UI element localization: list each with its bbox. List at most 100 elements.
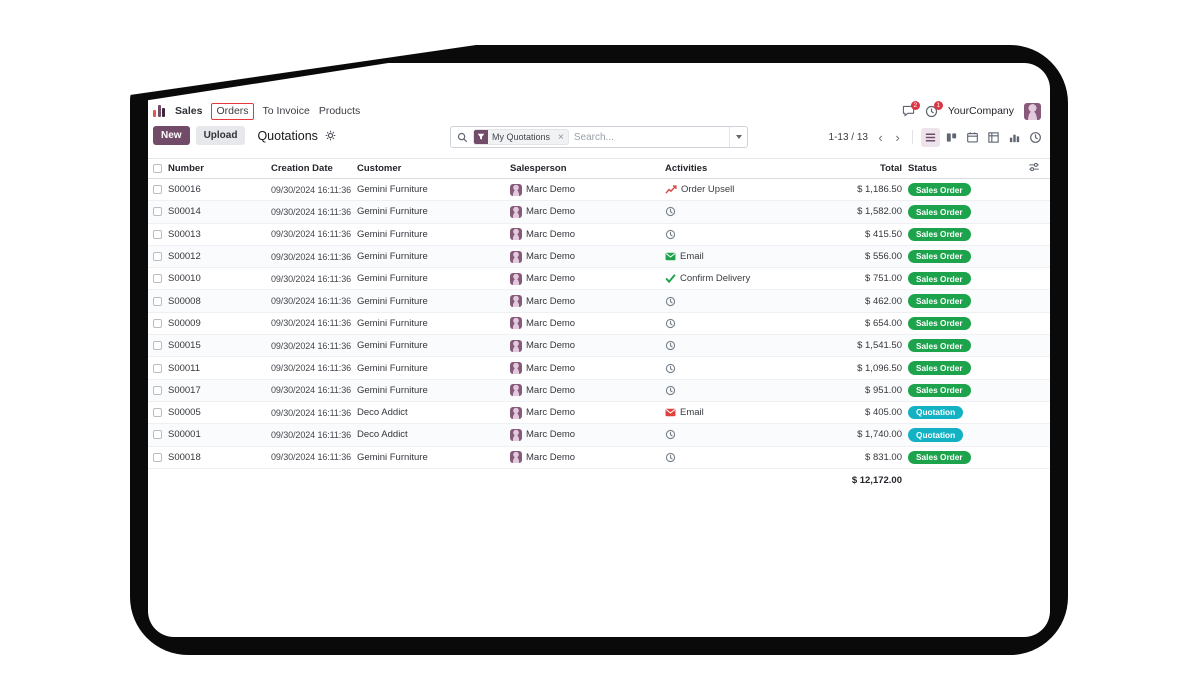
activity-cell[interactable] [665,318,838,329]
upload-button[interactable]: Upload [195,126,246,145]
row-checkbox[interactable] [153,296,162,306]
user-avatar[interactable] [1024,102,1041,120]
salesperson-name: Marc Demo [526,451,576,463]
table-row[interactable]: S00017 09/30/2024 16:11:36 Gemini Furnit… [148,379,1050,402]
col-activities[interactable]: Activities [665,163,708,174]
col-customer[interactable]: Customer [357,163,402,174]
creation-date: 09/30/2024 16:11:36 [271,452,352,463]
row-checkbox[interactable] [153,229,162,239]
col-total[interactable]: Total [880,163,902,174]
calendar-view-icon[interactable] [963,128,982,147]
table-row[interactable]: S00013 09/30/2024 16:11:36 Gemini Furnit… [148,223,1050,246]
order-number[interactable]: S00009 [168,317,201,329]
table-row[interactable]: S00005 09/30/2024 16:11:36 Deco Addict M… [148,401,1050,425]
activity-cell[interactable] [665,296,838,307]
col-salesperson[interactable]: Salesperson [510,163,567,174]
menu-sales[interactable]: Sales [175,105,203,117]
activity-cell[interactable]: Order Upsell [665,184,838,195]
order-number[interactable]: S00010 [168,273,201,285]
activity-view-icon[interactable] [1026,128,1045,147]
table-row[interactable]: S00018 09/30/2024 16:11:36 Gemini Furnit… [148,446,1050,469]
table-row[interactable]: S00012 09/30/2024 16:11:36 Gemini Furnit… [148,245,1050,269]
search-input[interactable]: Search... [573,131,614,143]
salesperson-name: Marc Demo [526,228,576,240]
activity-cell[interactable]: Email [665,407,838,418]
order-number[interactable]: S00012 [168,251,201,263]
search-bar[interactable]: My Quotations × Search... [450,126,748,148]
activity-cell[interactable] [665,340,838,351]
table-row[interactable]: S00014 09/30/2024 16:11:36 Gemini Furnit… [148,201,1050,224]
order-number[interactable]: S00001 [168,429,201,441]
activity-cell[interactable] [665,385,838,396]
table-row[interactable]: S00015 09/30/2024 16:11:36 Gemini Furnit… [148,335,1050,358]
salesperson-name: Marc Demo [526,273,576,285]
activity-cell[interactable]: Confirm Delivery [665,273,838,284]
col-status[interactable]: Status [908,163,938,174]
customer-name: Gemini Furniture [357,384,428,396]
col-creation-date[interactable]: Creation Date [271,163,333,174]
table-row[interactable]: S00009 09/30/2024 16:11:36 Gemini Furnit… [148,312,1050,336]
order-number[interactable]: S00005 [168,407,201,419]
pager-prev-icon[interactable]: ‹ [874,131,887,144]
order-number[interactable]: S00017 [168,384,201,396]
menu-products[interactable]: Products [318,105,361,117]
order-number[interactable]: S00008 [168,295,201,307]
row-checkbox[interactable] [153,363,162,373]
table-row[interactable]: S00016 09/30/2024 16:11:36 Gemini Furnit… [148,179,1050,202]
order-number[interactable]: S00018 [168,451,201,463]
list-view-icon[interactable] [921,127,940,147]
sales-app-icon[interactable] [153,105,166,117]
table-row[interactable]: S00001 09/30/2024 16:11:36 Deco Addict M… [148,424,1050,447]
row-checkbox[interactable] [153,207,162,217]
menu-to-invoice[interactable]: To Invoice [262,105,310,117]
activity-cell[interactable] [665,229,838,240]
row-checkbox[interactable] [153,430,162,440]
graph-view-icon[interactable] [1005,128,1024,147]
activity-cell[interactable] [665,363,838,374]
customer-name: Gemini Furniture [357,295,428,307]
creation-date: 09/30/2024 16:11:36 [271,385,352,396]
top-navbar: Sales Orders To Invoice Products 2 1 You… [153,99,1041,123]
select-all-checkbox[interactable] [153,163,162,173]
row-checkbox[interactable] [153,452,162,462]
pager-next-icon[interactable]: › [891,131,904,144]
salesperson-avatar [510,228,522,241]
company-name[interactable]: YourCompany [947,105,1014,117]
activity-cell[interactable]: Email [665,251,838,262]
favorites-gear-icon[interactable] [325,130,336,141]
order-number[interactable]: S00013 [168,228,201,240]
row-checkbox[interactable] [153,385,162,395]
table-body: S00016 09/30/2024 16:11:36 Gemini Furnit… [148,179,1050,469]
table-row[interactable]: S00011 09/30/2024 16:11:36 Gemini Furnit… [148,357,1050,380]
search-facet[interactable]: My Quotations × [473,129,569,145]
order-number[interactable]: S00011 [168,362,201,374]
row-checkbox[interactable] [153,408,162,418]
menu-orders[interactable]: Orders [211,102,254,120]
kanban-view-icon[interactable] [942,128,961,147]
search-dropdown-icon[interactable] [729,127,747,147]
order-number[interactable]: S00015 [168,340,201,352]
pivot-view-icon[interactable] [984,128,1003,147]
salesperson-name: Marc Demo [526,317,576,329]
row-checkbox[interactable] [153,341,162,351]
row-checkbox[interactable] [153,318,162,328]
new-button[interactable]: New [153,126,190,145]
facet-remove-icon[interactable]: × [558,131,564,143]
order-number[interactable]: S00014 [168,206,201,218]
adjust-columns-icon[interactable] [1028,161,1040,176]
activity-cell[interactable] [665,206,838,217]
salesperson-name: Marc Demo [526,295,576,307]
activities-icon[interactable]: 1 [925,100,943,118]
row-checkbox[interactable] [153,185,162,195]
row-checkbox[interactable] [153,274,162,284]
status-badge: Quotation [908,428,964,442]
table-row[interactable]: S00008 09/30/2024 16:11:36 Gemini Furnit… [148,290,1050,313]
col-number[interactable]: Number [168,163,204,174]
creation-date: 09/30/2024 16:11:36 [271,229,352,240]
row-checkbox[interactable] [153,252,162,262]
activity-cell[interactable] [665,452,838,463]
order-number[interactable]: S00016 [168,184,201,196]
messages-icon[interactable]: 2 [902,101,920,117]
table-row[interactable]: S00010 09/30/2024 16:11:36 Gemini Furnit… [148,268,1050,291]
activity-cell[interactable] [665,429,838,440]
